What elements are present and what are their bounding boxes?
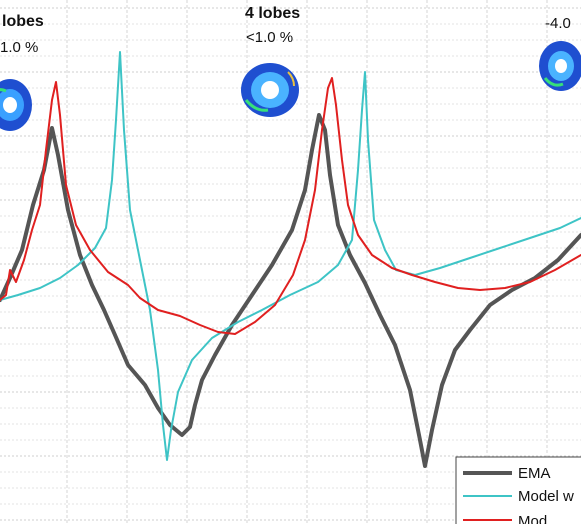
- annotation-value: -4.0: [545, 15, 571, 32]
- annotation-mode-2: lobes 1.0 %: [0, 13, 44, 131]
- legend: EMA Model w Mod: [455, 456, 581, 524]
- legend-box: [455, 456, 581, 524]
- annotation-title: lobes: [2, 13, 44, 30]
- legend-label-mod: Mod: [518, 513, 547, 524]
- ring-mode-icon: [539, 41, 581, 91]
- legend-label-ema: EMA: [518, 465, 551, 482]
- annotation-mode-4: 4 lobes <1.0 %: [241, 5, 300, 117]
- series-line-ema: [0, 113, 581, 468]
- ring-mode-icon: [0, 79, 32, 131]
- annotation-value: <1.0 %: [246, 29, 293, 46]
- ring-mode-icon: [241, 63, 299, 117]
- curves: [0, 51, 581, 468]
- annotation-value: 1.0 %: [0, 39, 38, 56]
- series-line-mod: [0, 77, 581, 335]
- series-line-model-w: [0, 51, 581, 461]
- annotation-mode-right: -4.0: [539, 15, 581, 91]
- legend-label-model: Model w: [518, 488, 574, 505]
- annotation-title: 4 lobes: [245, 5, 300, 22]
